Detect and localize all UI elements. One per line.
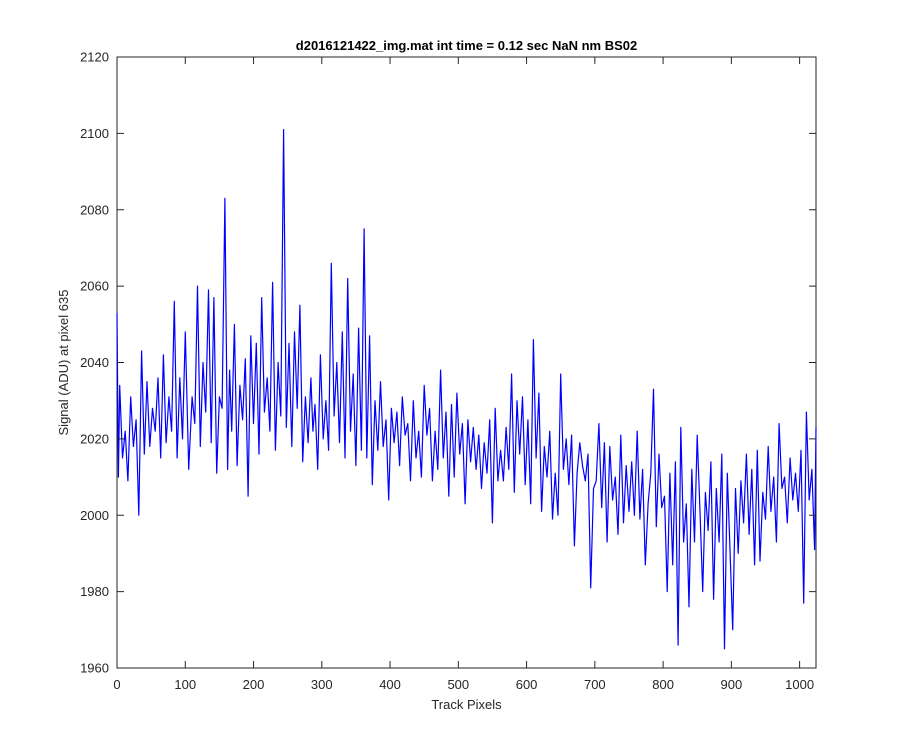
y-tick-label-3: 2020 bbox=[80, 431, 109, 446]
chart-title: d2016121422_img.mat int time = 0.12 sec … bbox=[296, 38, 637, 53]
y-tick-label-2: 2000 bbox=[80, 508, 109, 523]
x-tick-label-1: 100 bbox=[174, 677, 196, 692]
data-layer bbox=[116, 129, 817, 650]
y-tick-label-4: 2040 bbox=[80, 355, 109, 370]
y-axis-label: Signal (ADU) at pixel 635 bbox=[56, 290, 71, 436]
y-tick-label-6: 2080 bbox=[80, 202, 109, 217]
x-tick-label-5: 500 bbox=[447, 677, 469, 692]
x-axis-label: Track Pixels bbox=[431, 697, 502, 712]
x-tick-label-7: 700 bbox=[584, 677, 606, 692]
x-tick-label-6: 600 bbox=[516, 677, 538, 692]
x-tick-label-2: 200 bbox=[243, 677, 265, 692]
x-tick-label-9: 900 bbox=[721, 677, 743, 692]
series-line-0 bbox=[116, 129, 817, 650]
x-tick-label-0: 0 bbox=[113, 677, 120, 692]
tick-label-layer: 0 100 200 300 400 500 600 700 800 900 1000 1960 1980… bbox=[80, 50, 814, 693]
y-tick-label-0: 1960 bbox=[80, 661, 109, 676]
plot-area bbox=[116, 56, 817, 669]
tick-layer bbox=[116, 56, 816, 669]
y-tick-label-1: 1980 bbox=[80, 584, 109, 599]
y-tick-label-8: 2120 bbox=[80, 50, 109, 65]
x-tick-label-4: 400 bbox=[379, 677, 401, 692]
y-tick-label-5: 2060 bbox=[80, 279, 109, 294]
x-tick-label-3: 300 bbox=[311, 677, 333, 692]
x-tick-label-8: 800 bbox=[652, 677, 674, 692]
x-tick-label-10: 1000 bbox=[785, 677, 814, 692]
y-tick-label-7: 2100 bbox=[80, 126, 109, 141]
